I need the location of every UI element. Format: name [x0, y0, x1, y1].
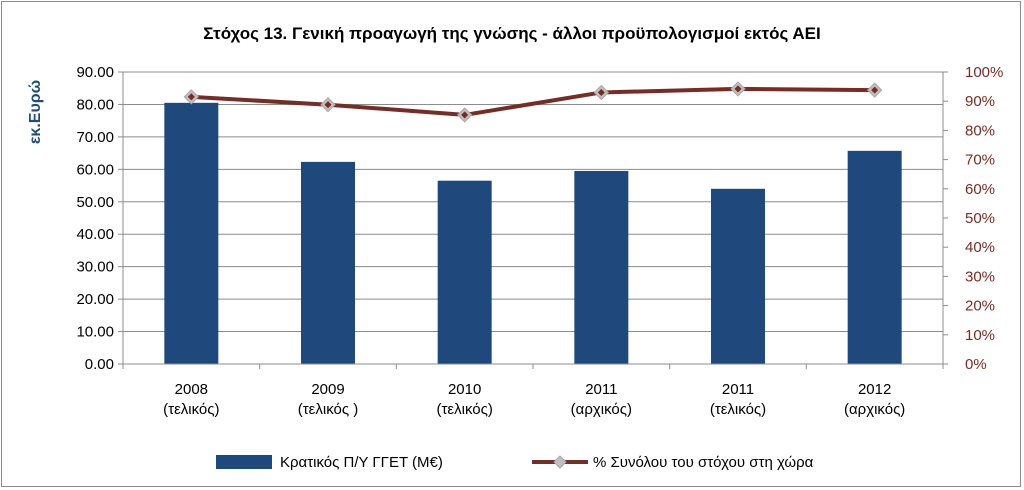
right-tick-label: 90%: [965, 93, 995, 110]
bar: [711, 188, 765, 364]
tick-labels: 0.00 10.00 20.00 30.00 40.00 50.00 60.00 70.00 8…: [76, 64, 1003, 418]
right-tick-label: 30%: [965, 268, 995, 285]
bar: [301, 161, 355, 364]
right-tick-label: 20%: [965, 298, 995, 315]
left-tick-label: 50.00: [76, 194, 114, 211]
line-point-center: [734, 85, 742, 93]
right-tick-label: 80%: [965, 122, 995, 139]
left-tick-label: 90.00: [76, 64, 114, 81]
gridlines: [123, 71, 943, 333]
legend-line-label: % Συνόλου του στόχου στη χώρα: [593, 454, 814, 471]
legend-bar-swatch: [216, 455, 272, 469]
bar: [574, 170, 629, 364]
right-tick-label: 70%: [965, 152, 995, 169]
bar: [164, 102, 219, 365]
bar: [847, 150, 902, 364]
x-tick-label: 2011 (αρχικός): [571, 381, 632, 418]
x-tick-label: 2009 (τελικός ): [298, 381, 359, 418]
line-point-center: [597, 88, 605, 96]
line-point-center: [324, 101, 332, 109]
right-tick-label: 50%: [965, 210, 995, 227]
y-axis-label: εκ.Ευρώ: [27, 80, 44, 144]
left-tick-label: 60.00: [76, 161, 114, 178]
legend-bar-label: Κρατικός Π/Υ ΓΓΕΤ (Μ€): [280, 454, 443, 471]
left-tick-label: 40.00: [76, 226, 114, 243]
chart-title: Στόχος 13. Γενική προαγωγή της γνώσης - …: [203, 24, 821, 43]
axes: [118, 71, 948, 369]
line-point-center: [461, 111, 469, 119]
line-point-center: [187, 93, 195, 101]
right-tick-label: 60%: [965, 181, 995, 198]
right-tick-label: 0%: [965, 356, 987, 373]
left-tick-label: 70.00: [76, 129, 114, 146]
legend: Κρατικός Π/Υ ΓΓΕΤ (Μ€) % Συνόλου του στόχ…: [216, 454, 814, 471]
bar: [437, 180, 492, 364]
line-series: [183, 81, 883, 123]
right-tick-label: 100%: [965, 64, 1003, 81]
x-tick-label: 2012 (αρχικός): [844, 381, 905, 418]
legend-line-marker: [553, 455, 567, 469]
left-tick-label: 30.00: [76, 259, 114, 276]
x-tick-label: 2008 (τελικός): [163, 381, 219, 418]
left-tick-label: 0.00: [85, 356, 114, 373]
left-tick-label: 10.00: [76, 324, 114, 341]
left-tick-label: 20.00: [76, 291, 114, 308]
bar-series: [164, 102, 902, 365]
line-point-center: [871, 86, 879, 94]
left-tick-label: 80.00: [76, 96, 114, 113]
right-tick-label: 40%: [965, 239, 995, 256]
x-tick-label: 2011 (τελικός): [710, 381, 766, 418]
right-tick-label: 10%: [965, 327, 995, 344]
x-tick-label: 2010 (τελικός): [437, 381, 493, 418]
line-path: [191, 86, 875, 117]
